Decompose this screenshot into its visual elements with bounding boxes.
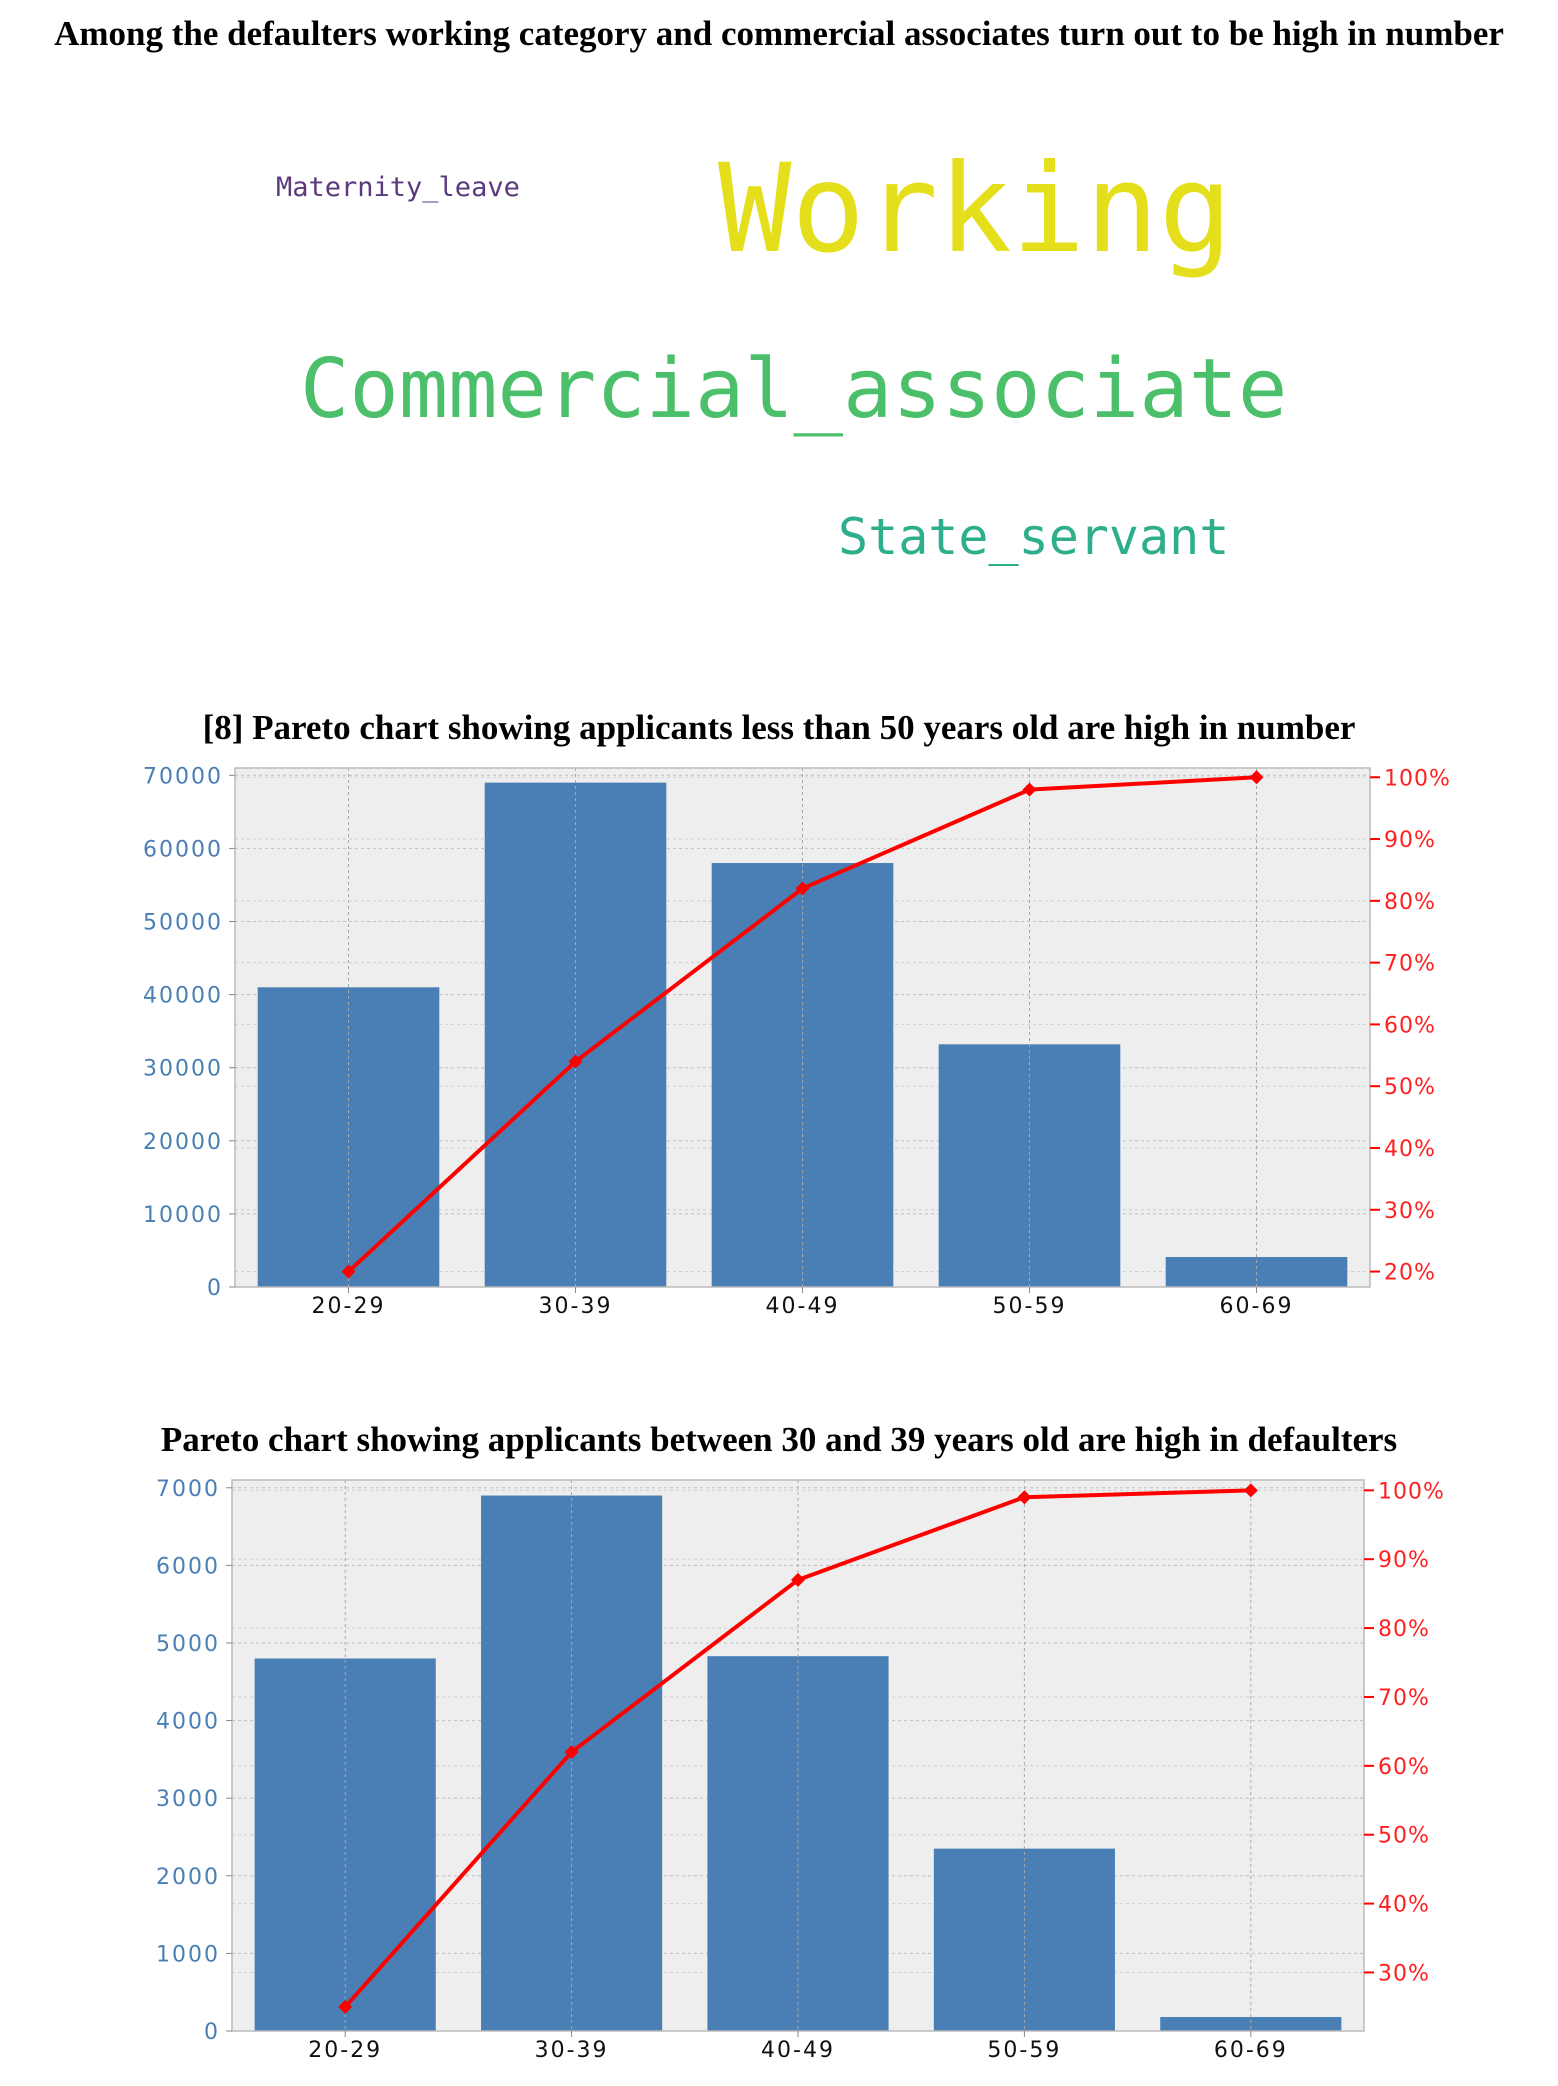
y-right-tick-label: 60% [1384, 1013, 1436, 1038]
bar-50-59 [933, 1848, 1115, 2031]
x-tick-label: 60-69 [1220, 1294, 1294, 1319]
y-right-tick-label: 100% [1378, 1479, 1445, 1504]
y-tick-label: 1000 [156, 1942, 220, 1967]
pareto-chart-age-defaulters: 0 1000 2000 3000 4000 5000 6000 7000 30% 40% 50% 60… [156, 1477, 1445, 2063]
cumulative-point-30-39 [568, 1054, 583, 1069]
cumulative-point-20-29 [338, 1999, 353, 2014]
y-right-tick-label: 30% [1384, 1199, 1436, 1224]
y-right-tick-label: 80% [1384, 890, 1436, 915]
x-tick-label: 40-49 [761, 2038, 835, 2063]
y-tick-label: 5000 [156, 1632, 220, 1657]
y-right-tick-label: 80% [1378, 1617, 1430, 1642]
y-right-tick-label: 50% [1384, 1075, 1436, 1100]
cumulative-point-50-59 [1022, 782, 1037, 797]
chart2-title: Pareto chart showing applicants between … [160, 1420, 1398, 1459]
cumulative-point-60-69 [1243, 1483, 1258, 1498]
y-right-tick-label: 100% [1384, 766, 1451, 791]
y-tick-label: 4000 [156, 1710, 220, 1735]
y-right-tick-label: 70% [1384, 952, 1436, 977]
y-tick-label: 7000 [156, 1477, 220, 1502]
x-tick-label: 60-69 [1214, 2038, 1288, 2063]
y-right-tick-label: 70% [1378, 1686, 1430, 1711]
y-tick-label: 0 [207, 1276, 223, 1301]
y-tick-label: 30000 [143, 1057, 223, 1082]
word-maternity-leave: Maternity_leave [276, 172, 520, 203]
y-right-tick-label: 90% [1378, 1548, 1430, 1573]
y-tick-label: 70000 [143, 764, 223, 789]
cumulative-point-40-49 [795, 881, 810, 896]
y-right-tick-label: 50% [1378, 1824, 1430, 1849]
y-right-tick-label: 60% [1378, 1755, 1430, 1780]
cumulative-point-50-59 [1017, 1490, 1032, 1505]
y-tick-label: 3000 [156, 1787, 220, 1812]
y-tick-label: 6000 [156, 1554, 220, 1579]
cumulative-point-30-39 [564, 1745, 579, 1760]
cumulative-point-60-69 [1249, 770, 1264, 785]
x-tick-label: 20-29 [308, 2038, 382, 2063]
y-right-tick-label: 40% [1384, 1137, 1436, 1162]
cumulative-point-40-49 [791, 1572, 805, 1587]
x-tick-label: 50-59 [987, 2038, 1061, 2063]
word-state-servant: State_servant [838, 508, 1230, 566]
x-tick-label: 50-59 [993, 1294, 1067, 1319]
chart1-title: [8] Pareto chart showing applicants less… [202, 708, 1356, 747]
y-right-tick-label: 20% [1384, 1261, 1436, 1286]
y-right-tick-label: 40% [1378, 1893, 1430, 1918]
bar-60-69 [1160, 2017, 1342, 2031]
x-tick-label: 30-39 [539, 1294, 613, 1319]
x-tick-label: 20-29 [312, 1294, 386, 1319]
y-tick-label: 0 [204, 2020, 220, 2045]
x-tick-label: 30-39 [535, 2038, 609, 2063]
word-working: Working [718, 138, 1233, 280]
pareto-chart-age-applicants: 0 10000 20000 30000 40000 50000 60000 70000 20% 3… [143, 764, 1451, 1319]
y-tick-label: 50000 [143, 911, 223, 936]
y-tick-label: 40000 [143, 984, 223, 1009]
y-tick-label: 2000 [156, 1865, 220, 1890]
y-right-tick-label: 30% [1378, 1961, 1430, 1986]
y-tick-label: 20000 [143, 1130, 223, 1155]
wordcloud-title: Among the defaulters working category an… [54, 14, 1504, 53]
y-tick-label: 60000 [143, 837, 223, 862]
x-tick-label: 40-49 [766, 1294, 840, 1319]
cumulative-point-20-29 [341, 1264, 356, 1279]
word-commercial-associate: Commercial_associate [300, 342, 1288, 437]
y-right-tick-label: 90% [1384, 828, 1436, 853]
y-tick-label: 10000 [143, 1203, 223, 1228]
